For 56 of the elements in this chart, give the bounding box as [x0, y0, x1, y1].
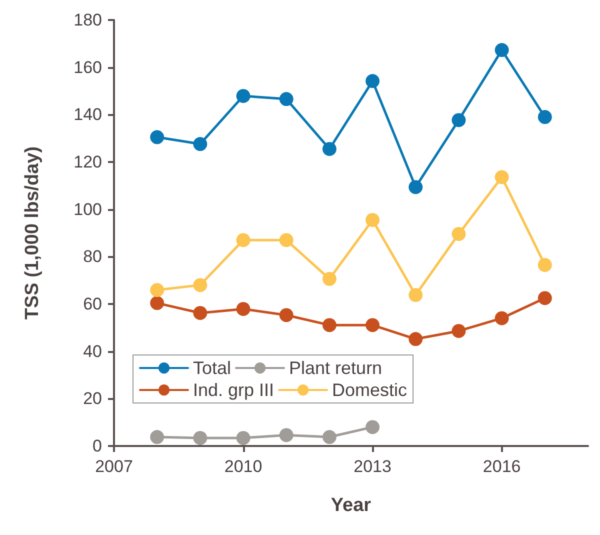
y-tick-label: 100 [74, 200, 102, 219]
point [494, 170, 509, 184]
x-axis-title: Year [330, 495, 372, 516]
point [538, 258, 552, 272]
x-tick-label: 2016 [482, 457, 521, 476]
point [408, 332, 423, 346]
point [279, 233, 294, 248]
point [538, 110, 552, 124]
point [494, 311, 509, 326]
point [366, 420, 380, 434]
legend-label: Ind. grp III [193, 380, 274, 400]
point [150, 296, 164, 310]
point [193, 430, 208, 445]
point [193, 306, 208, 320]
y-tick-label: 0 [92, 436, 102, 456]
point [322, 142, 336, 156]
point [322, 318, 336, 332]
point [452, 324, 466, 338]
point [236, 430, 250, 445]
y-tick-label: 60 [83, 294, 102, 314]
y-tick-label: 40 [83, 342, 102, 361]
point [279, 92, 294, 106]
legend-label: Domestic [332, 380, 408, 400]
point [322, 430, 336, 444]
point [366, 318, 380, 332]
legend-label: Plant return [289, 358, 382, 378]
y-tick-label: 20 [83, 389, 102, 408]
point [538, 291, 552, 306]
legend-label: Total [193, 358, 232, 378]
point [236, 302, 250, 316]
point [150, 130, 164, 144]
point [193, 278, 208, 292]
point [279, 428, 294, 442]
x-tick-label: 2007 [95, 457, 133, 476]
point [150, 430, 164, 444]
point [408, 288, 423, 302]
point [408, 180, 423, 194]
x-tick-label: 2013 [354, 457, 392, 476]
point [236, 233, 250, 248]
point [150, 283, 164, 298]
point [366, 212, 380, 227]
y-tick-label: 160 [74, 58, 102, 77]
point [236, 88, 250, 103]
y-tick-label: 120 [74, 152, 102, 172]
point [366, 74, 380, 88]
y-axis-title: TSS (1,000 lbs/day) [22, 146, 43, 320]
x-tick-label: 2010 [224, 457, 262, 476]
point [494, 43, 509, 58]
point [452, 113, 466, 128]
point [322, 272, 336, 286]
y-tick-label: 140 [74, 105, 102, 124]
point [452, 226, 466, 241]
point [193, 137, 208, 152]
y-tick-label: 80 [83, 247, 102, 266]
point [279, 308, 294, 322]
y-tick-label: 180 [74, 10, 102, 30]
